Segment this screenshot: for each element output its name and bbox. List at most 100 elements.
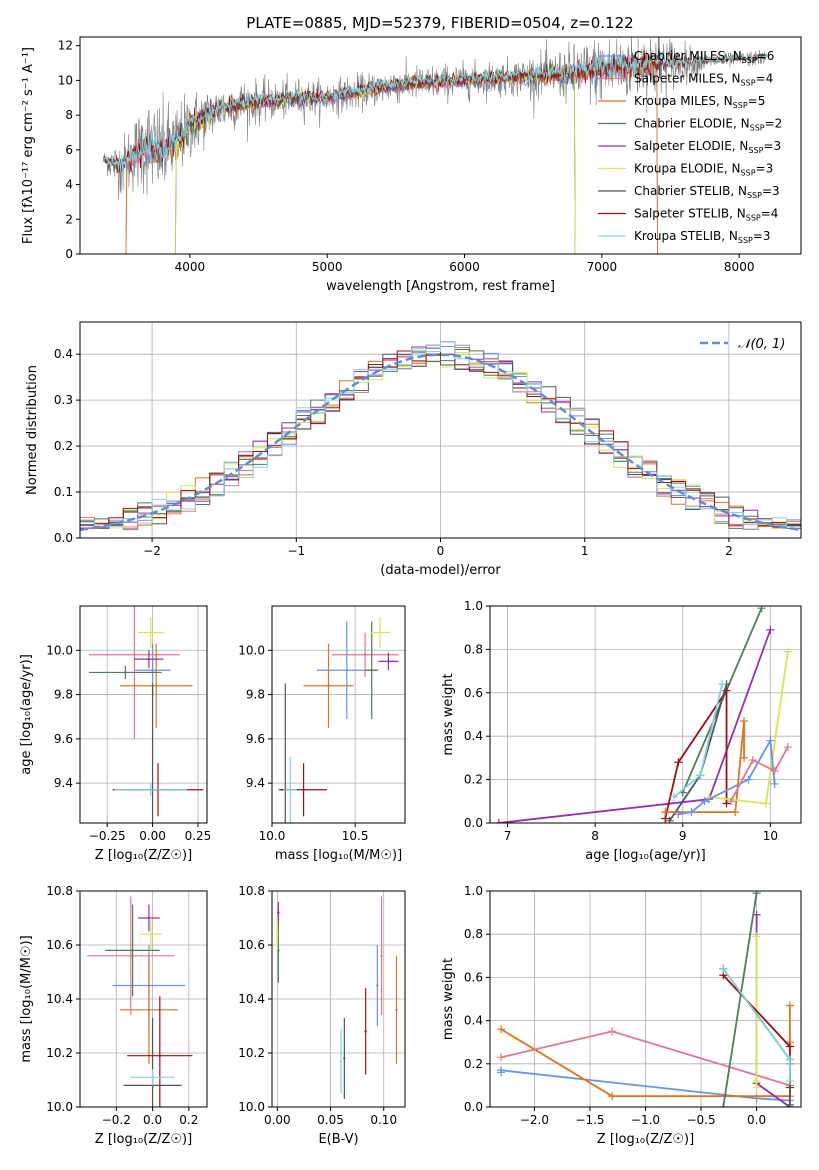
plus-marker	[696, 771, 705, 780]
data-point	[151, 669, 154, 672]
data-point	[147, 916, 151, 920]
y-tick-label: 9.4	[246, 776, 265, 790]
y-tick-label: 9.6	[246, 732, 265, 746]
legend-label-main: Kroupa MILES, N	[634, 94, 733, 108]
plus-marker	[674, 810, 683, 819]
x-tick-label: 8000	[724, 260, 755, 274]
y-tick-label: 0	[65, 247, 73, 261]
y-tick-label: 0.0	[54, 531, 73, 545]
legend-label: 𝒩(0, 1)	[738, 337, 785, 352]
x-tick-label: 0.25	[185, 829, 212, 843]
x-tick-label: 0.00	[264, 1113, 291, 1127]
plot-area	[102, 37, 768, 254]
plus-marker	[752, 910, 761, 919]
y-tick-label: 9.6	[54, 732, 73, 746]
data-point	[158, 1054, 162, 1057]
axes-overlay: 4000 5000 6000 7000 8000 0 2 4 6 8 10 12 wavelength …	[21, 36, 802, 294]
legend-label-sub: SSP	[733, 101, 748, 110]
plus-marker	[783, 743, 792, 752]
gaussian-reference-line	[80, 353, 801, 532]
plot-area	[494, 606, 792, 823]
x-tick-label: 0.00	[139, 829, 166, 843]
y-tick-label: 1.0	[464, 599, 483, 613]
plus-marker	[770, 766, 779, 775]
x-tick-label: 0.2	[179, 1113, 198, 1127]
legend-label-main: Salpeter STELIB, N	[634, 207, 746, 221]
legend-label-main: Chabrier ELODIE, N	[634, 117, 750, 131]
legend-label-sub: SSP	[746, 214, 761, 223]
plus-marker	[748, 756, 757, 765]
plus-marker	[770, 779, 779, 788]
data-point	[364, 1030, 367, 1033]
massweight-vs-age-panel: 7 8 9 10 0.0 0.2 0.4 0.6 0.8 1.0 age [log₁₀(age/yr…	[441, 599, 802, 863]
series-line	[755, 914, 791, 1107]
x-axis-label: Z [log₁₀(Z/Z☉)]	[95, 1132, 192, 1147]
y-tick-label: 0.4	[464, 729, 483, 743]
y-tick-label: 10.0	[46, 1100, 73, 1114]
data-point	[363, 653, 367, 656]
y-tick-label: 10.0	[46, 643, 73, 657]
y-tick-label: 10.2	[238, 1046, 265, 1060]
y-tick-label: 10.0	[238, 1100, 265, 1114]
legend-label: Salpeter ELODIE, NSSP=3	[634, 139, 781, 155]
series-line	[664, 687, 728, 819]
data-point	[147, 657, 151, 661]
legend-label-suffix: =2	[765, 117, 783, 131]
y-tick-label: 0.8	[464, 642, 483, 656]
plus-marker	[497, 1025, 506, 1034]
plus-marker	[719, 1103, 728, 1107]
residual-histogram-panel: −2 −1 0 1 2 0.0 0.1 0.2 0.3 0.4 (data-model)/error…	[25, 321, 802, 578]
legend-label: Chabrier MILES, NSSP=6	[634, 49, 774, 65]
x-axis-label: (data-model)/error	[380, 563, 501, 578]
legend-label-main: Chabrier STELIB, N	[634, 184, 747, 198]
plus-marker	[726, 797, 735, 806]
x-tick-label: −2.0	[520, 1113, 549, 1127]
y-tick-label: 12	[58, 39, 73, 53]
axes-overlay: 7 8 9 10 0.0 0.2 0.4 0.6 0.8 1.0 age [log₁₀(age/yr…	[441, 599, 802, 863]
plus-marker	[722, 799, 731, 808]
y-axis-label: mass weight	[441, 958, 456, 1040]
plot-area	[80, 341, 801, 538]
y-tick-label: 0.6	[464, 970, 483, 984]
y-tick-label: 10.6	[46, 938, 73, 952]
data-point	[387, 660, 390, 663]
y-axis-label: Normed distribution	[25, 365, 40, 495]
data-point	[149, 933, 152, 936]
plus-marker	[494, 819, 503, 823]
plus-marker	[687, 808, 696, 817]
x-tick-label: −1.5	[575, 1113, 604, 1127]
y-tick-label: 0.4	[464, 1014, 483, 1028]
plus-marker	[661, 808, 670, 817]
model-spectrum-salpeter-stelib	[102, 52, 767, 174]
y-tick-label: 8	[65, 108, 73, 122]
legend-label-main: Kroupa ELODIE, N	[634, 162, 741, 176]
data-point	[129, 954, 132, 957]
x-tick-label: 2	[725, 544, 733, 558]
legend-label: Salpeter MILES, NSSP=4	[634, 72, 773, 88]
legend-label-sub: SSP	[750, 124, 765, 133]
legend-label-main: Salpeter MILES, N	[634, 72, 741, 86]
x-axis-label: age [log₁₀(age/yr)]	[585, 848, 706, 863]
x-tick-label: 0.0	[747, 1113, 766, 1127]
data-point	[277, 911, 280, 914]
x-tick-label: 10	[763, 829, 778, 843]
histogram-kroupa-stelib	[80, 341, 801, 538]
data-point	[302, 788, 305, 791]
axes-overlay: −0.2 0.0 0.2 10.0 10.2 10.4 10.6 10.8 Z [log₁₀(Z…	[19, 884, 208, 1147]
legend-label: Kroupa STELIB, NSSP=3	[634, 229, 771, 245]
y-tick-label: 10.8	[46, 884, 73, 898]
x-tick-label: −1.0	[631, 1113, 660, 1127]
y-tick-label: 10.8	[238, 884, 265, 898]
plus-marker	[719, 964, 728, 973]
legend-label-suffix: =5	[748, 94, 766, 108]
plus-marker	[785, 1055, 794, 1064]
y-tick-label: 0.1	[54, 485, 73, 499]
plus-marker	[608, 1027, 617, 1036]
legend-label-sub: SSP	[748, 146, 763, 155]
legend-label-sub: SSP	[747, 191, 762, 200]
y-tick-label: 10.4	[46, 992, 73, 1006]
plot-area	[87, 896, 193, 1107]
y-tick-label: 9.4	[54, 776, 73, 790]
age-vs-metallicity-panel: −0.25 0.00 0.25 9.4 9.6 9.8 10.0 Z [log₁₀(Z/Z☉)…	[19, 605, 212, 863]
